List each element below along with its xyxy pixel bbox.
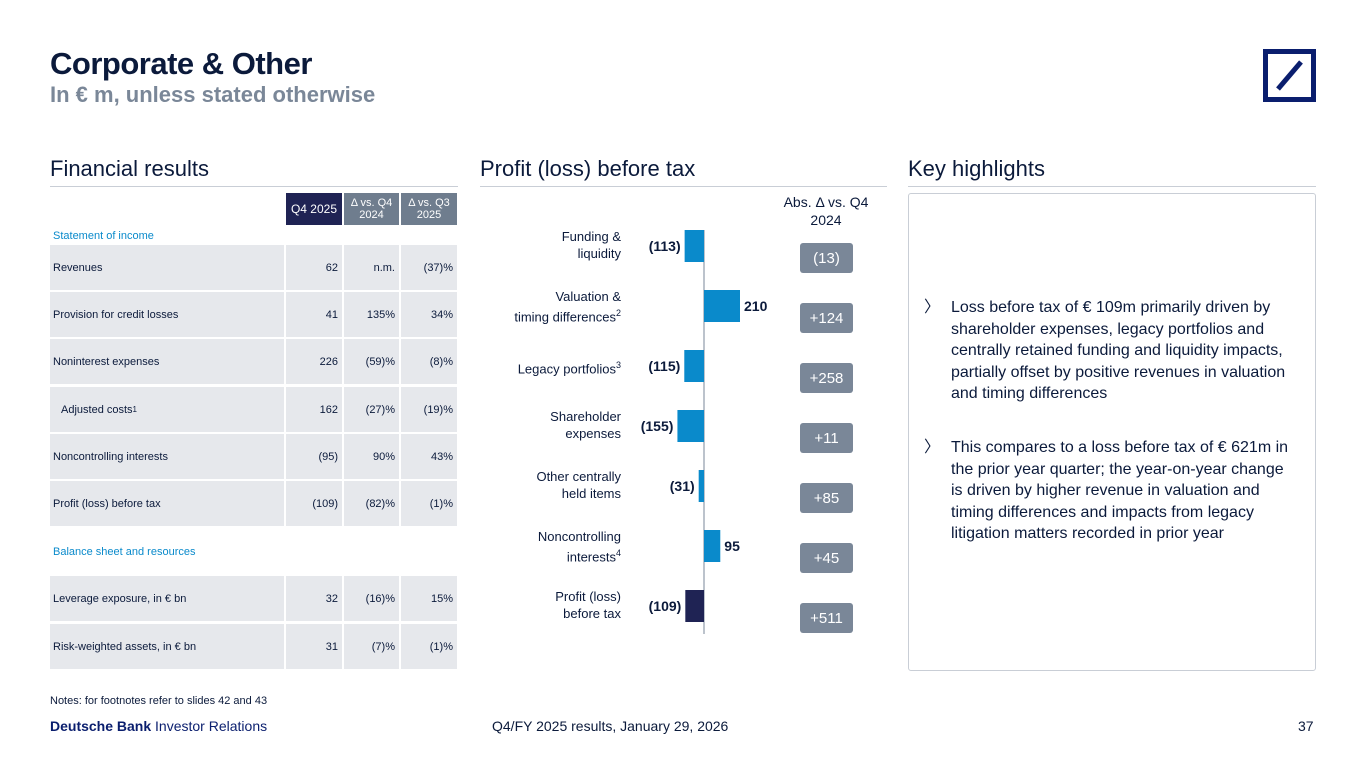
chart-category-label: Legacy portfolios3 xyxy=(517,360,621,377)
table-row: Profit (loss) before tax (109) (82)% (1)… xyxy=(50,481,458,526)
chart-data-label: (31) xyxy=(670,478,695,494)
row-value-delta-qoq: (1)% xyxy=(401,481,457,526)
table-row: Adjusted costs 1 162 (27)% (19)% xyxy=(50,387,458,432)
group-balance-sheet: Balance sheet and resources xyxy=(53,546,196,558)
abs-delta-badge: +85 xyxy=(800,483,853,513)
row-value-delta-yoy: 90% xyxy=(344,434,399,479)
table-row: Revenues 62 n.m. (37)% xyxy=(50,245,458,290)
row-value-delta-qoq: (37)% xyxy=(401,245,457,290)
highlight-text: Loss before tax of € 109m primarily driv… xyxy=(951,299,1286,402)
col-header-delta-q4-2024: Δ vs. Q4 2024 xyxy=(344,193,399,225)
row-label-text: Adjusted costs xyxy=(61,403,133,416)
chart-bar xyxy=(704,290,740,322)
abs-delta-badge: +11 xyxy=(800,423,853,453)
chart-category-label: Noncontrolling interests4 xyxy=(537,529,621,565)
chart-category-label: Shareholder expenses xyxy=(550,409,621,441)
deutsche-bank-logo xyxy=(1263,49,1316,102)
col-header-q4-2025: Q4 2025 xyxy=(286,193,342,225)
row-value-delta-yoy: (7)% xyxy=(344,624,399,669)
table-row: Provision for credit losses 41 135% 34% xyxy=(50,292,458,337)
row-value-delta-yoy: n.m. xyxy=(344,245,399,290)
row-label: Provision for credit losses xyxy=(50,292,284,337)
chart-data-label: (113) xyxy=(649,238,681,254)
chart-bar xyxy=(684,350,704,382)
section-financial-results: Financial results xyxy=(50,156,458,187)
row-label: Noncontrolling interests xyxy=(50,434,284,479)
col-header-text: Δ vs. Q3 2025 xyxy=(408,197,450,221)
row-value-q4-2025: 31 xyxy=(286,624,342,669)
chart-bar xyxy=(685,590,704,622)
row-value-q4-2025: 32 xyxy=(286,576,342,621)
chart-bar xyxy=(698,470,704,502)
chevron-right-icon: 〉 xyxy=(924,439,941,456)
row-value-delta-qoq: 15% xyxy=(401,576,457,621)
row-value-delta-yoy: (16)% xyxy=(344,576,399,621)
row-value-q4-2025: (109) xyxy=(286,481,342,526)
chevron-right-icon: 〉 xyxy=(924,299,941,316)
abs-delta-badge: +511 xyxy=(800,603,853,633)
chart-category-label: Funding & liquidity xyxy=(561,229,621,261)
row-label: Leverage exposure, in € bn xyxy=(50,576,284,621)
table-row: Leverage exposure, in € bn 32 (16)% 15% xyxy=(50,576,458,621)
abs-delta-header: Abs. Δ vs. Q4 2024 xyxy=(783,194,869,228)
row-label: Adjusted costs 1 xyxy=(50,387,284,432)
footnote-ref: 1 xyxy=(132,405,137,414)
abs-delta-badge: +258 xyxy=(800,363,853,393)
row-value-delta-qoq: (19)% xyxy=(401,387,457,432)
chart-data-label: (109) xyxy=(649,598,682,614)
chart-data-label: (155) xyxy=(641,418,674,434)
row-value-q4-2025: 41 xyxy=(286,292,342,337)
row-value-q4-2025: 162 xyxy=(286,387,342,432)
footnote-ref: 4 xyxy=(615,548,621,558)
row-value-delta-qoq: (1)% xyxy=(401,624,457,669)
table-row: Risk-weighted assets, in € bn 31 (7)% (1… xyxy=(50,624,458,669)
footnotes: Notes: for footnotes refer to slides 42 … xyxy=(50,695,268,707)
row-value-q4-2025: 226 xyxy=(286,339,342,384)
chart-data-label: 95 xyxy=(724,538,740,554)
col-header-delta-q3-2025: Δ vs. Q3 2025 xyxy=(401,193,457,225)
brand-division: Investor Relations xyxy=(155,718,268,734)
row-value-delta-yoy: (82)% xyxy=(344,481,399,526)
row-label: Profit (loss) before tax xyxy=(50,481,284,526)
abs-delta-badge: +124 xyxy=(800,303,853,333)
col-header-text: Δ vs. Q4 2024 xyxy=(350,197,393,221)
page-subtitle: In € m, unless stated otherwise xyxy=(50,82,376,107)
row-value-delta-qoq: (8)% xyxy=(401,339,457,384)
chart-category-label: Valuation & timing differences2 xyxy=(514,289,621,325)
chart-category-label: Other centrally held items xyxy=(536,469,621,501)
chart-bar xyxy=(704,530,721,562)
brand-name: Deutsche Bank xyxy=(50,718,152,734)
page-number: 37 xyxy=(1298,718,1314,734)
row-label: Noninterest expenses xyxy=(50,339,284,384)
page-title: Corporate & Other xyxy=(50,46,312,81)
chart-category-label: Profit (loss) before tax xyxy=(555,589,621,621)
row-value-delta-qoq: 43% xyxy=(401,434,457,479)
row-label: Risk-weighted assets, in € bn xyxy=(50,624,284,669)
footnote-ref: 2 xyxy=(615,308,621,318)
footnote-ref: 3 xyxy=(615,360,621,370)
chart-data-label: 210 xyxy=(744,298,768,314)
row-value-delta-yoy: (59)% xyxy=(344,339,399,384)
footer-brand: Deutsche Bank Investor Relations xyxy=(50,718,267,734)
table-row: Noncontrolling interests (95) 90% 43% xyxy=(50,434,458,479)
row-value-delta-qoq: 34% xyxy=(401,292,457,337)
section-profit-before-tax: Profit (loss) before tax xyxy=(480,156,887,187)
section-key-highlights: Key highlights xyxy=(908,156,1316,187)
chart-data-label: (115) xyxy=(648,358,680,374)
row-label: Revenues xyxy=(50,245,284,290)
row-value-q4-2025: 62 xyxy=(286,245,342,290)
chart-bar xyxy=(677,410,704,442)
key-highlights-box xyxy=(908,193,1316,671)
abs-delta-badge: (13) xyxy=(800,243,853,273)
group-statement-of-income: Statement of income xyxy=(53,230,154,242)
chart-bar xyxy=(684,230,704,262)
row-value-q4-2025: (95) xyxy=(286,434,342,479)
table-row: Noninterest expenses 226 (59)% (8)% xyxy=(50,339,458,384)
footer-event: Q4/FY 2025 results, January 29, 2026 xyxy=(492,718,729,734)
row-value-delta-yoy: (27)% xyxy=(344,387,399,432)
row-value-delta-yoy: 135% xyxy=(344,292,399,337)
highlight-text: This compares to a loss before tax of € … xyxy=(951,439,1289,542)
abs-delta-badge: +45 xyxy=(800,543,853,573)
